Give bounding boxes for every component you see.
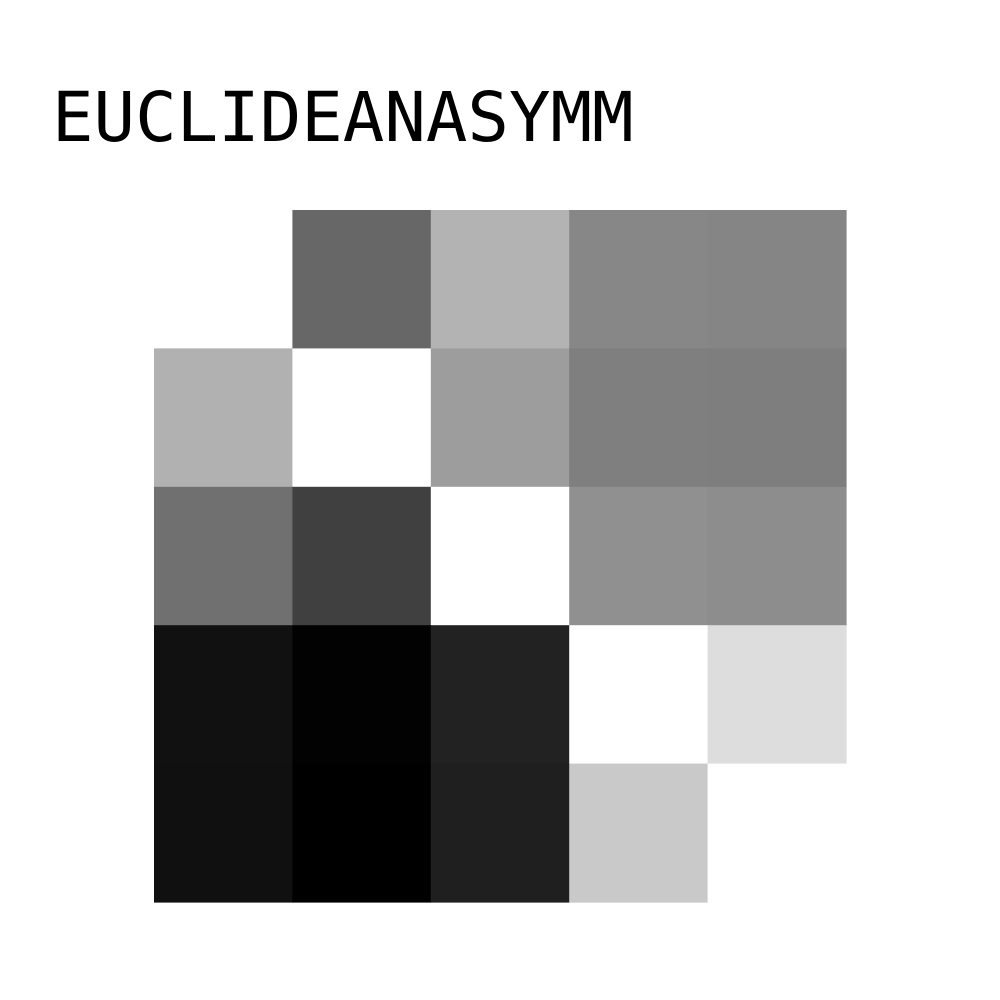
heatmap-cell-r2-c5 bbox=[707, 348, 847, 488]
heatmap-cell-r1-c4 bbox=[569, 210, 709, 349]
heatmap-cell-r3-c3 bbox=[430, 486, 570, 626]
heatmap-cell-r3-c1 bbox=[154, 486, 293, 626]
heatmap-cell-r5-c5 bbox=[707, 763, 847, 903]
heatmap-cell-r4-c2 bbox=[292, 625, 432, 765]
heatmap-cell-r4-c4 bbox=[569, 625, 709, 765]
heatmap-cell-r4-c5 bbox=[707, 625, 847, 765]
heatmap-cell-r1-c2 bbox=[292, 210, 432, 349]
heatmap-cell-r2-c1 bbox=[154, 348, 293, 488]
heatmap-cell-r3-c4 bbox=[569, 486, 709, 626]
heatmap-cell-r5-c3 bbox=[430, 763, 570, 903]
heatmap-cell-r1-c5 bbox=[707, 210, 847, 349]
heatmap-cell-r1-c1 bbox=[154, 210, 293, 349]
heatmap-cell-r2-c2 bbox=[292, 348, 432, 488]
chart-title: EUCLIDEANASYMM bbox=[52, 78, 634, 158]
heatmap-cell-r4-c3 bbox=[430, 625, 570, 765]
heatmap-cell-r3-c5 bbox=[707, 486, 847, 626]
heatmap-cell-r3-c2 bbox=[292, 486, 432, 626]
heatmap-cell-r5-c2 bbox=[292, 763, 432, 903]
heatmap-cell-r5-c1 bbox=[154, 763, 293, 903]
heatmap-cell-r5-c4 bbox=[569, 763, 709, 903]
heatmap-cell-r2-c3 bbox=[430, 348, 570, 488]
heatmap-cell-r4-c1 bbox=[154, 625, 293, 765]
heatmap-cell-r1-c3 bbox=[430, 210, 570, 349]
heatmap-cell-r2-c4 bbox=[569, 348, 709, 488]
